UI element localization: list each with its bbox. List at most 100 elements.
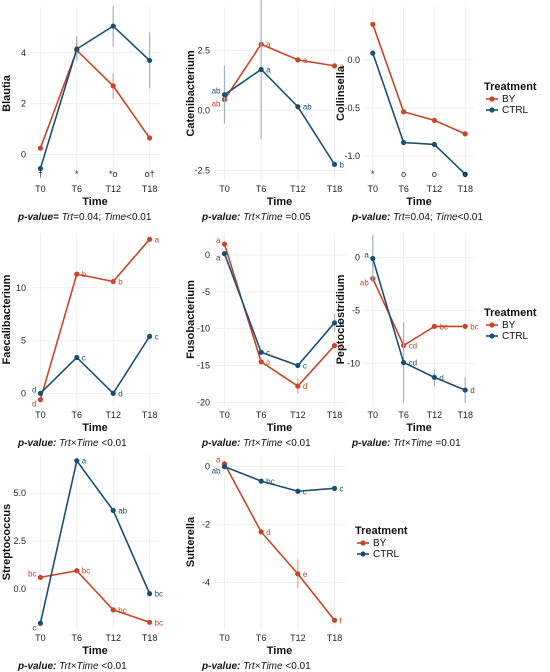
p-value-term: Time	[435, 212, 458, 223]
x-tick-label: T0	[35, 410, 46, 420]
p-value-result: =0.04;	[73, 212, 104, 223]
gridlines	[30, 233, 160, 406]
p-value-text: p-value: Trt×Time =0.01	[351, 438, 461, 449]
data-point	[74, 568, 80, 574]
y-tick-label: 4	[21, 48, 26, 58]
p-value-text: p-value: Trt×Time <0.01	[17, 438, 127, 449]
group-label: c	[303, 487, 307, 496]
data-point	[331, 161, 338, 167]
x-tick-label: T12	[290, 410, 306, 420]
gridlines	[214, 455, 345, 629]
y-axis-title: Streptococcus	[1, 504, 13, 580]
series-ctrl: ab a ab b	[212, 0, 345, 169]
y-axis-title: Fusobacterium	[185, 280, 197, 359]
group-label: d	[303, 382, 307, 391]
group-label: f	[340, 616, 343, 625]
x-tick-label: T0	[35, 633, 46, 643]
group-label: a	[216, 236, 221, 245]
p-value-term: Trt	[62, 212, 75, 223]
p-value-result: <0.01	[458, 212, 484, 223]
panel-catenibacterium: -2.5 0.0 2.5 T0 T6 T12 T18 Time Catenibacterium a…	[185, 0, 345, 223]
data-point	[370, 21, 376, 27]
x-axis-title: Time	[406, 196, 431, 208]
group-label: ab	[118, 506, 127, 515]
p-value-term: Trt×Time	[59, 661, 99, 672]
x-tick-label: T12	[427, 410, 443, 420]
group-label: a	[266, 65, 271, 74]
gridlines	[214, 233, 345, 406]
series-by: ab cd bc bc	[360, 276, 479, 351]
group-label: c	[303, 362, 307, 371]
data-point	[462, 171, 468, 177]
data-point	[258, 478, 264, 484]
data-point	[37, 390, 44, 396]
group-label: bc	[155, 618, 163, 627]
p-value-label: p-value:	[17, 438, 59, 449]
group-label: ab	[360, 279, 369, 288]
group-label: c	[82, 353, 86, 362]
legend-title: Treatment	[484, 81, 537, 93]
series-line	[223, 253, 336, 367]
y-tick-label: -4	[202, 578, 210, 588]
y-axis-title: Blautia	[1, 74, 13, 112]
series-line	[224, 465, 335, 493]
x-tick-label: T12	[427, 184, 443, 194]
data-point	[74, 458, 80, 464]
data-point	[431, 323, 437, 329]
y-tick-label: 0	[355, 252, 360, 262]
panel-sutterella: -4 -2 0 T0 T6 T12 T18 Time Sutterella a d e f ab bc c c p…	[185, 455, 345, 672]
data-point	[221, 241, 228, 247]
series-line	[39, 48, 151, 149]
data-point	[147, 333, 153, 339]
data-point	[295, 571, 301, 577]
x-tick-label: T6	[256, 184, 267, 194]
series-line	[39, 25, 151, 169]
group-label: c	[266, 348, 270, 357]
x-axis-title: Time	[267, 645, 292, 657]
series-ctrl: ab bc c c	[212, 464, 344, 496]
data-point	[295, 104, 301, 110]
p-value-label: p-value:	[201, 438, 243, 449]
y-axis-title: Catenibacterium	[185, 50, 197, 136]
panel-fusobacterium: -20 -15 -10 -5 0 T0 T6 T12 T18 Time Fusobacterium a…	[185, 233, 345, 449]
group-label: c	[340, 342, 344, 351]
x-tick-label: T0	[219, 184, 230, 194]
data-point	[110, 83, 116, 89]
legend-marker	[489, 96, 495, 102]
series-line	[372, 278, 466, 347]
group-label: d	[470, 386, 474, 395]
series-ctrl: a cd d d	[364, 235, 475, 403]
legend-entry: CTRL	[502, 105, 529, 116]
gridlines	[364, 7, 474, 180]
x-axis-title: Time	[82, 645, 107, 657]
series-ctrl: c a ab bc	[32, 457, 163, 633]
x-tick-label: T0	[219, 410, 230, 420]
data-point	[74, 354, 80, 361]
group-label: c	[32, 623, 36, 632]
data-point	[221, 464, 228, 470]
x-tick-label: T0	[368, 410, 379, 420]
series-by: a c d c	[216, 236, 344, 394]
legend-marker	[360, 540, 366, 546]
x-tick-label: T18	[142, 633, 158, 643]
data-point	[147, 236, 153, 242]
legend-entry: BY	[502, 94, 516, 105]
group-label: cd	[409, 358, 417, 367]
p-value-result: <0.01	[126, 212, 152, 223]
data-point	[331, 63, 338, 69]
p-value-term: Trt	[393, 212, 406, 223]
y-tick-label: 2.5	[197, 45, 210, 55]
data-point	[295, 383, 301, 389]
data-point	[37, 574, 44, 580]
x-tick-label: T6	[256, 633, 267, 643]
series-line	[224, 68, 336, 165]
x-tick-label: T12	[105, 633, 121, 643]
data-point	[110, 607, 116, 613]
data-point	[370, 50, 376, 56]
y-tick-label: -1.0	[344, 151, 360, 161]
data-point	[462, 131, 468, 137]
x-tick-label: T18	[142, 184, 158, 194]
x-tick-label: T18	[457, 184, 473, 194]
x-tick-label: T18	[457, 410, 473, 420]
